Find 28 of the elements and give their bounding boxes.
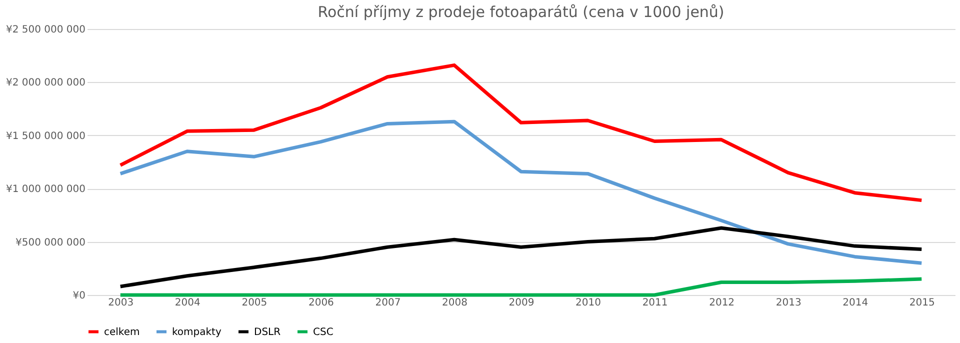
line-series — [118, 277, 924, 297]
legend-label: CSC — [313, 326, 334, 338]
x-tick-label: 2009 — [508, 298, 534, 308]
x-tick-label: 2005 — [242, 298, 268, 308]
x-tick-label: 2006 — [308, 298, 334, 308]
chart-title: Roční příjmy z prodeje fotoaparátů (cena v 1000 jenů) — [318, 3, 724, 21]
x-tick-label: 2010 — [576, 298, 601, 308]
line-series — [118, 120, 924, 265]
x-tick-label: 2014 — [842, 298, 868, 308]
x-tick-label: 2013 — [776, 298, 802, 308]
x-tick-label: 2003 — [108, 298, 134, 308]
y-tick-label: ¥2 500 000 000 — [6, 24, 86, 36]
y-tick-label: ¥500 000 000 — [16, 237, 86, 248]
x-tick-label: 2012 — [709, 298, 735, 308]
y-tick-label: ¥2 000 000 000 — [6, 78, 86, 89]
y-tick-label: ¥1 500 000 000 — [6, 130, 86, 142]
legend-label: celkem — [104, 326, 140, 338]
x-tick-label: 2008 — [442, 298, 468, 308]
x-tick-label: 2007 — [375, 298, 401, 308]
y-tick-label: ¥1 000 000 000 — [6, 184, 86, 196]
x-tick-label: 2011 — [642, 298, 668, 308]
line-series — [118, 63, 924, 202]
x-tick-label: 2004 — [174, 298, 200, 308]
legend-label: kompakty — [172, 326, 222, 338]
line-series — [118, 226, 924, 288]
legend-label: DSLR — [254, 326, 281, 338]
y-tick-label: ¥0 — [72, 290, 86, 302]
x-tick-label: 2015 — [909, 298, 935, 308]
